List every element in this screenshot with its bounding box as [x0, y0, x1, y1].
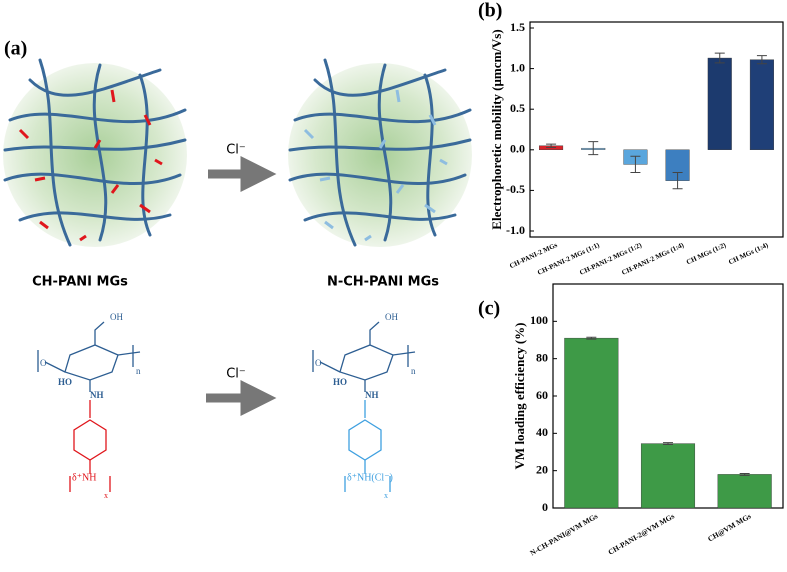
structure-left [37, 321, 141, 492]
bar [749, 59, 774, 151]
arrow-label: Cl⁻ [226, 143, 246, 158]
atom-label: n [411, 366, 416, 376]
atom-label: O [315, 358, 322, 368]
y-tick-label: 1.5 [510, 20, 525, 34]
atom-label: HO [58, 377, 72, 387]
y-axis-title: Electrophoretic mobility (μmcm/Vs) [489, 29, 504, 229]
atom-label: δ⁺NH(Cl⁻) [347, 472, 393, 483]
y-tick-label: 40 [536, 425, 548, 439]
atom-label: O [40, 358, 47, 368]
error-bar [630, 155, 641, 174]
atom-label: x [104, 491, 108, 500]
bar [717, 474, 772, 509]
panel-label: (c) [478, 298, 500, 320]
atom-label: OH [110, 312, 123, 322]
bar [640, 443, 696, 509]
error-bar [714, 52, 725, 64]
caption: CH-PANI MGs [32, 275, 128, 290]
y-tick-label: 80 [536, 350, 548, 364]
y-tick-label: 0 [542, 500, 548, 514]
error-bar [756, 55, 767, 65]
panel-label: (b) [478, 0, 502, 22]
plot-frame [529, 21, 784, 238]
error-bar [586, 336, 597, 340]
error-bar [672, 172, 683, 190]
bar [564, 337, 619, 509]
atom-label: δ⁺NH [72, 472, 96, 483]
error-bar [663, 442, 673, 446]
x-tick-label: N-CH-PANI@VM MGs [528, 511, 599, 557]
atom-label: HO [333, 377, 347, 387]
y-tick-label: 0.5 [510, 101, 525, 115]
error-bar [546, 143, 557, 148]
atom-label: NH [90, 390, 104, 400]
arrow-label: Cl⁻ [226, 367, 246, 382]
x-tick-label: CH MGs (1:2) [685, 241, 728, 267]
y-tick-label: -1.0 [506, 223, 525, 237]
y-axis-title: VM loading efficiency (%) [512, 323, 527, 470]
error-bar [588, 141, 599, 156]
y-tick-label: 0.0 [510, 142, 525, 156]
x-tick-label: CH@VM MGs [706, 511, 753, 543]
error-bar [739, 472, 750, 476]
panel-label: (a) [4, 38, 27, 60]
x-tick-label: CH MGs (1:4) [727, 241, 770, 267]
atom-label: n [136, 366, 141, 376]
y-tick-label: 1.0 [510, 60, 525, 74]
atom-label: x [384, 491, 388, 500]
y-tick-label: -0.5 [506, 182, 525, 196]
y-tick-label: 60 [536, 388, 548, 402]
caption: N-CH-PANI MGs [327, 275, 439, 290]
microgel-left [3, 58, 187, 247]
atom-label: NH [365, 390, 379, 400]
y-tick-label: 20 [536, 462, 548, 476]
microgel-right [288, 58, 472, 247]
x-tick-label: CH-PANI-2@VM MGs [606, 511, 675, 556]
structure-right [312, 321, 416, 492]
y-tick-label: 100 [530, 313, 548, 327]
bar [707, 57, 732, 150]
atom-label: OH [385, 312, 398, 322]
